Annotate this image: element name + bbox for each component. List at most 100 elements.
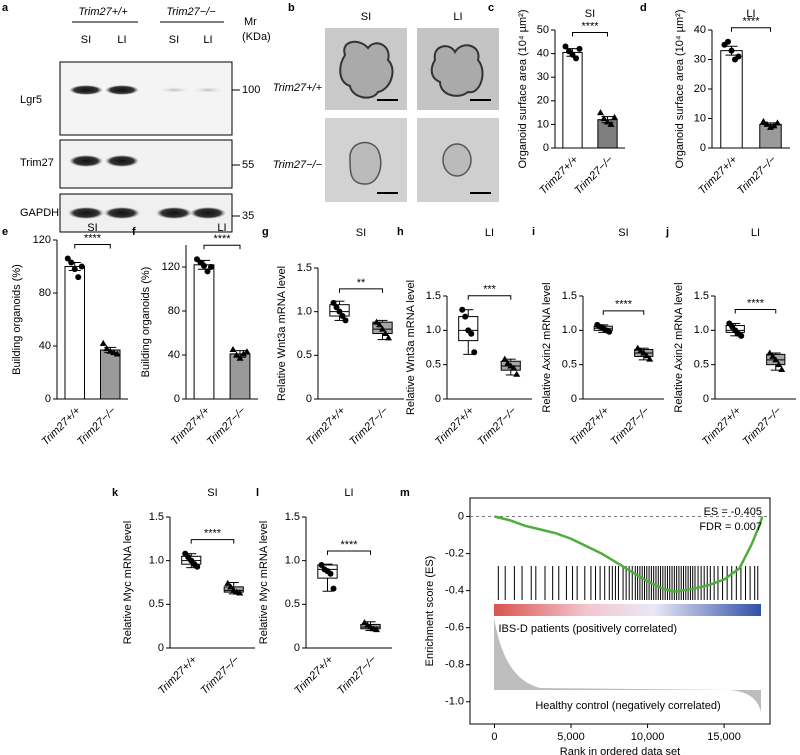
x-tick-label: Trim27−/− bbox=[199, 653, 243, 697]
panel-letter: d bbox=[640, 2, 647, 14]
column-label: SI bbox=[361, 11, 371, 23]
data-point bbox=[103, 345, 111, 352]
data-point bbox=[99, 339, 107, 346]
panel-letter: g bbox=[262, 226, 269, 238]
x-tick-label: Trim27−/− bbox=[735, 153, 779, 197]
y-tick-label: -0.8 bbox=[445, 659, 464, 671]
data-point bbox=[373, 318, 380, 325]
x-tick-label: 0 bbox=[491, 731, 497, 743]
y-axis-label: Building organoids (%) bbox=[140, 267, 152, 378]
y-tick-label: 10 bbox=[537, 118, 549, 130]
data-point bbox=[634, 344, 642, 351]
data-point bbox=[760, 117, 767, 124]
y-tick-label: 0.5 bbox=[149, 598, 164, 610]
x-axis-label: Rank in ordered data set bbox=[560, 746, 680, 755]
data-point bbox=[462, 313, 469, 320]
band bbox=[159, 87, 189, 93]
significance-label: **** bbox=[84, 232, 102, 244]
y-tick-label: 20 bbox=[537, 95, 549, 107]
data-point bbox=[738, 332, 745, 339]
band bbox=[105, 155, 139, 167]
y-tick-label: 0.5 bbox=[694, 359, 709, 371]
y-tick-label: 1.5 bbox=[297, 262, 312, 274]
significance-bracket bbox=[602, 310, 645, 315]
significance-bracket bbox=[572, 32, 608, 37]
data-point bbox=[227, 583, 235, 590]
significance-label: *** bbox=[483, 284, 497, 296]
band bbox=[190, 207, 226, 219]
bar bbox=[562, 51, 583, 149]
panel-letter: a bbox=[2, 2, 9, 14]
chart-title: LI bbox=[485, 227, 494, 239]
x-tick-label: Trim27−/− bbox=[741, 404, 785, 448]
chart-title: SI bbox=[87, 222, 97, 234]
data-point bbox=[513, 370, 521, 377]
x-tick-label: Trim27−/− bbox=[347, 404, 391, 448]
y-tick-label: 30 bbox=[537, 71, 549, 83]
data-point bbox=[510, 364, 518, 371]
data-point bbox=[330, 299, 337, 306]
bar bbox=[64, 266, 86, 400]
y-tick-label: 0 bbox=[435, 393, 441, 405]
chart-title: SI bbox=[356, 227, 366, 239]
panel-letter: e bbox=[2, 226, 8, 238]
phenotype-bar bbox=[494, 604, 761, 616]
chart-title: SI bbox=[207, 487, 217, 499]
data-point bbox=[735, 53, 742, 60]
significance-label: ** bbox=[357, 277, 366, 289]
data-point bbox=[330, 585, 337, 592]
y-tick-label: 40 bbox=[39, 340, 51, 352]
panel-letter: h bbox=[397, 226, 404, 238]
es-curve bbox=[494, 515, 764, 593]
y-tick-label: 1.0 bbox=[426, 324, 441, 336]
y-tick-label: 1.0 bbox=[694, 324, 709, 336]
y-tick-label: 0 bbox=[700, 142, 706, 154]
band bbox=[68, 207, 104, 219]
y-axis-label: Enrichment score (ES) bbox=[424, 556, 436, 667]
data-point bbox=[562, 43, 569, 50]
genotype-label: Trim27+/+ bbox=[78, 6, 128, 18]
significance-bracket bbox=[190, 539, 235, 544]
y-tick-label: 0 bbox=[543, 142, 549, 154]
x-tick-label: Trim27−/− bbox=[476, 404, 520, 448]
significance-label: **** bbox=[340, 539, 358, 551]
organoid bbox=[442, 143, 472, 177]
chart-title: LI bbox=[344, 487, 353, 499]
y-tick-label: 0 bbox=[571, 393, 577, 405]
significance-label: **** bbox=[213, 233, 231, 245]
x-tick-label: Trim27−/− bbox=[335, 653, 379, 697]
panel-letter: c bbox=[488, 2, 494, 14]
phenotype-label: Healthy control (negatively correlated) bbox=[535, 700, 720, 712]
micrograph-panel: b SI LI Trim27+/+ Trim27−/− bbox=[273, 2, 499, 202]
data-point bbox=[229, 346, 237, 352]
chart-title: LI bbox=[751, 227, 760, 239]
y-tick-label: 1.5 bbox=[426, 290, 441, 302]
data-point bbox=[224, 579, 232, 586]
x-tick-label: 5,000 bbox=[557, 731, 585, 743]
data-point bbox=[243, 348, 251, 355]
y-tick-label: 1.0 bbox=[285, 555, 300, 567]
data-point bbox=[597, 109, 604, 116]
data-point bbox=[71, 266, 78, 273]
y-axis-label: Organoid surface area (10⁴ µm²) bbox=[674, 9, 686, 168]
significance-label: **** bbox=[581, 20, 599, 32]
row-label: Trim27+/+ bbox=[273, 82, 323, 94]
data-point bbox=[233, 351, 240, 358]
y-tick-label: 0 bbox=[158, 642, 164, 654]
row-label: GAPDH bbox=[20, 207, 59, 219]
data-point bbox=[643, 352, 651, 359]
y-axis-label: Relative Wnt3a mRNA level bbox=[405, 280, 417, 415]
y-tick-label: 1.5 bbox=[562, 290, 577, 302]
annotation: FDR = 0.007 bbox=[699, 521, 762, 533]
x-tick-label: Trim27−/− bbox=[75, 404, 119, 448]
organoid bbox=[349, 141, 382, 185]
significance-label: **** bbox=[742, 16, 760, 28]
data-point bbox=[382, 330, 389, 336]
data-point bbox=[208, 264, 214, 270]
x-tick-label: 10,000 bbox=[631, 731, 665, 743]
y-tick-label: -0.2 bbox=[445, 547, 464, 559]
y-tick-label: 1.0 bbox=[149, 555, 164, 567]
mr-unit: (KDa) bbox=[242, 31, 271, 43]
y-tick-label: 0 bbox=[306, 393, 312, 405]
